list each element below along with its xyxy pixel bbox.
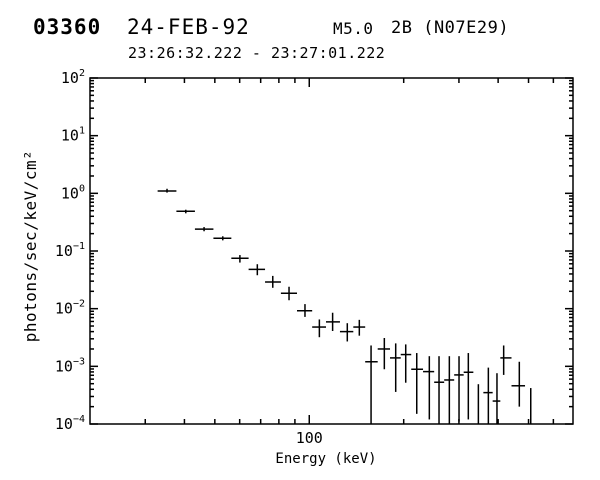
time-interval-label: 23:26:32.222 - 23:27:01.222 [128,44,386,62]
y-tick-label: 102 [61,68,85,87]
optical-class-position-label: 2B (N07E29) [391,18,510,38]
flare-id-label: 03360 [33,15,102,39]
y-axis-label: photons/sec/keV/cm² [21,149,40,343]
y-tick-label: 100 [61,183,85,202]
y-tick-label: 10−1 [55,241,85,260]
x-axis-label: Energy (keV) [275,451,377,467]
y-tick-label: 10−3 [55,356,85,375]
plot-frame [89,77,574,425]
y-tick-label: 10−4 [55,414,85,433]
y-tick-label: 10−2 [55,299,85,318]
y-tick-label: 101 [61,126,85,145]
flare-date-label: 24-FEB-92 [127,15,250,39]
x-tick-label: 100 [296,429,323,447]
goes-class-label: M5.0 [333,19,374,38]
